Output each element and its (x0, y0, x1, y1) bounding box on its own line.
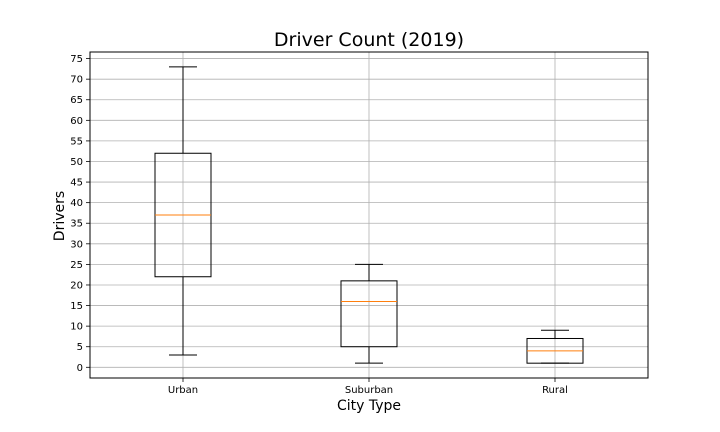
y-tick-label: 45 (70, 178, 83, 189)
x-axis-label: City Type (337, 398, 401, 414)
y-tick-label: 15 (70, 301, 83, 312)
y-tick-label: 25 (70, 260, 83, 271)
y-axis: 0 5 10 15 20 25 30 35 40 45 50 55 60 65 70 75 (70, 54, 90, 374)
y-tick-label: 60 (70, 116, 83, 127)
y-tick-label: 5 (77, 342, 83, 353)
y-tick-label: 55 (70, 136, 83, 147)
y-tick-label: 35 (70, 219, 83, 230)
iqr-box (340, 280, 398, 348)
y-tick-label: 0 (77, 363, 83, 374)
x-tick-label: Suburban (345, 385, 393, 396)
box-urban (154, 66, 212, 356)
y-tick-label: 40 (70, 198, 83, 209)
y-tick-label: 75 (70, 54, 83, 65)
y-tick-label: 10 (70, 322, 83, 333)
y-tick-label: 50 (70, 157, 83, 168)
box-suburban (340, 263, 398, 364)
x-tick-label: Urban (168, 385, 198, 396)
box-series (154, 66, 584, 364)
y-tick-label: 65 (70, 95, 83, 106)
y-tick-label: 30 (70, 239, 83, 250)
x-tick-label: Rural (542, 385, 568, 396)
box-rural (526, 329, 584, 364)
x-axis: Urban Suburban Rural (168, 378, 568, 396)
y-axis-label: Drivers (52, 191, 68, 241)
y-tick-label: 20 (70, 280, 83, 291)
y-tick-label: 70 (70, 75, 83, 86)
chart-title: Driver Count (2019) (274, 29, 464, 51)
